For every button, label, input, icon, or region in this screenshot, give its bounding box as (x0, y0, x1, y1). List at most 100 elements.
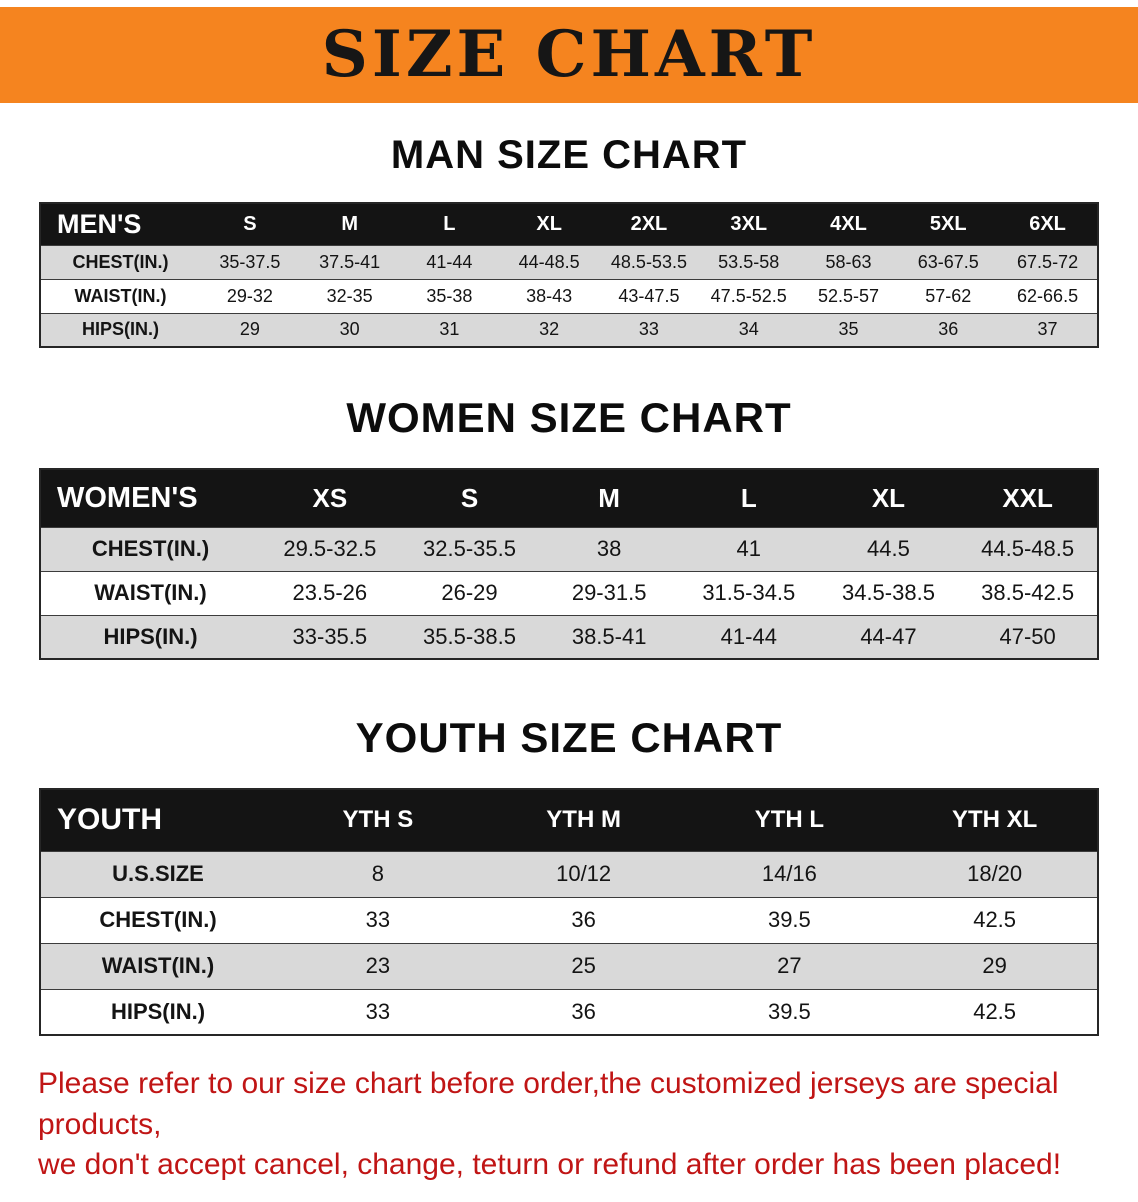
value-cell: 29 (982, 953, 1007, 978)
row-label-cell: CHEST(IN.) (72, 251, 169, 272)
size-header-cell: 2XL (599, 203, 699, 245)
value-cell: 29 (239, 319, 260, 340)
value-cell: 44-47 (860, 623, 917, 649)
value-cell: 47-50 (999, 623, 1056, 649)
value-cell: 37 (1037, 319, 1058, 340)
row-label-cell: U.S.SIZE (112, 861, 204, 886)
table-row: WAIST(IN.) 23 25 27 29 (40, 943, 1098, 989)
row-label-cell: WAIST(IN.) (101, 953, 215, 978)
value-cell: 30 (339, 319, 360, 340)
table-title-cell: WOMEN'S (40, 469, 260, 527)
value-cell: 36 (571, 998, 596, 1024)
value-cell: 33 (365, 907, 391, 932)
size-header-cell: M (539, 469, 679, 527)
men-size-section: MAN SIZE CHART MEN'S S M L XL 2XL 3XL 4XL 5XL 6XL… (0, 133, 1138, 348)
value-cell: 23 (365, 953, 391, 978)
value-cell: 10/12 (556, 861, 612, 886)
value-cell: 34 (738, 319, 759, 340)
size-header-cell: 3XL (698, 203, 799, 245)
women-size-table: WOMEN'S XS S M L XL XXL CHEST(IN.) 29.5-32.5 32.5… (39, 468, 1099, 660)
value-cell: 33 (365, 998, 391, 1024)
value-cell: 53.5-58 (718, 251, 780, 272)
value-cell: 35-37.5 (219, 251, 281, 272)
disclaimer: Please refer to our size chart before or… (0, 1064, 1138, 1202)
row-label-cell: HIPS(IN.) (103, 623, 198, 649)
value-cell: 41 (736, 536, 762, 561)
disclaimer-line-2: we don't accept cancel, change, teturn o… (38, 1148, 1062, 1181)
value-cell: 35-38 (426, 285, 473, 306)
value-cell: 31.5-34.5 (702, 580, 796, 605)
value-cell: 32-35 (326, 285, 373, 306)
value-cell: 52.5-57 (817, 285, 879, 306)
table-header-row: YOUTH YTH S YTH M YTH L YTH XL (40, 789, 1098, 851)
value-cell: 32.5-35.5 (423, 536, 516, 561)
table-row: U.S.SIZE 8 10/12 14/16 18/20 (40, 851, 1098, 897)
size-header-cell: S (399, 469, 540, 527)
value-cell: 34.5-38.5 (841, 580, 935, 605)
men-section-heading: MAN SIZE CHART (390, 133, 748, 177)
size-header-cell: XS (260, 469, 400, 527)
size-header-cell: XXL (958, 469, 1098, 527)
table-row: CHEST(IN.) 33 36 39.5 42.5 (40, 897, 1098, 943)
value-cell: 44.5 (867, 536, 910, 561)
value-cell: 63-67.5 (917, 251, 979, 272)
value-cell: 44.5-48.5 (981, 536, 1075, 561)
size-header-cell: 4XL (798, 203, 899, 245)
table-title-cell: MEN'S (40, 203, 200, 245)
value-cell: 38 (596, 536, 622, 561)
value-cell: 26-29 (441, 580, 498, 605)
size-header-cell: L (399, 203, 500, 245)
disclaimer-line-1: Please refer to our size chart before or… (38, 1067, 1059, 1141)
value-cell: 43-47.5 (618, 285, 680, 306)
value-cell: 32 (539, 319, 560, 340)
table-row: WAIST(IN.) 23.5-26 26-29 29-31.5 31.5-34.5 34… (40, 571, 1098, 615)
value-cell: 38-43 (526, 285, 573, 306)
row-label-cell: CHEST(IN.) (99, 907, 217, 932)
size-header-cell: L (678, 469, 819, 527)
women-section-heading: WOMEN SIZE CHART (346, 394, 792, 441)
size-header-cell: S (200, 203, 300, 245)
value-cell: 33-35.5 (292, 623, 368, 649)
value-cell: 62-66.5 (1017, 285, 1079, 306)
value-cell: 42.5 (973, 907, 1017, 932)
value-cell: 36 (938, 319, 959, 340)
table-header-row: MEN'S S M L XL 2XL 3XL 4XL 5XL 6XL (40, 203, 1098, 245)
value-cell: 25 (571, 953, 596, 978)
value-cell: 29.5-32.5 (283, 536, 377, 561)
women-size-section: WOMEN SIZE CHART WOMEN'S XS S M L XL XXL CHEST(… (0, 394, 1138, 660)
size-header-cell: XL (818, 469, 959, 527)
value-cell: 35 (838, 319, 859, 340)
youth-size-section: YOUTH SIZE CHART YOUTH YTH S YTH M YTH L YTH… (0, 714, 1138, 1036)
value-cell: 48.5-53.5 (610, 251, 687, 272)
size-header-cell: YTH L (686, 789, 893, 851)
value-cell: 57-62 (925, 285, 972, 306)
value-cell: 8 (371, 861, 384, 886)
value-cell: 67.5-72 (1017, 251, 1079, 272)
value-cell: 29-31.5 (571, 580, 647, 605)
size-header-cell: YTH M (480, 789, 687, 851)
row-label-cell: HIPS(IN.) (110, 998, 206, 1024)
value-cell: 14/16 (761, 861, 817, 886)
value-cell: 58-63 (825, 251, 872, 272)
table-row: CHEST(IN.) 29.5-32.5 32.5-35.5 38 41 44.5 44.5… (40, 527, 1098, 571)
value-cell: 31 (439, 319, 460, 340)
value-cell: 36 (571, 907, 596, 932)
value-cell: 29-32 (226, 285, 273, 306)
table-row: HIPS(IN.) 33-35.5 35.5-38.5 38.5-41 41-44 44-… (40, 615, 1098, 659)
value-cell: 35.5-38.5 (423, 623, 516, 649)
value-cell: 37.5-41 (319, 251, 381, 272)
value-cell: 38.5-42.5 (981, 580, 1075, 605)
youth-size-table: YOUTH YTH S YTH M YTH L YTH XL U.S.SIZE 8 10/12… (39, 788, 1099, 1036)
size-header-cell: 6XL (998, 203, 1098, 245)
value-cell: 18/20 (967, 861, 1023, 886)
row-label-cell: WAIST(IN.) (94, 580, 207, 605)
table-row: WAIST(IN.) 29-32 32-35 35-38 38-43 43-47.5 47.… (40, 279, 1098, 313)
row-label-cell: HIPS(IN.) (81, 319, 159, 340)
value-cell: 39.5 (767, 998, 811, 1024)
row-label-cell: CHEST(IN.) (91, 536, 210, 561)
value-cell: 39.5 (767, 907, 811, 932)
table-title-cell: YOUTH (40, 789, 275, 851)
value-cell: 27 (777, 953, 802, 978)
value-cell: 23.5-26 (292, 580, 368, 605)
page-title: SIZE CHART (321, 17, 817, 92)
